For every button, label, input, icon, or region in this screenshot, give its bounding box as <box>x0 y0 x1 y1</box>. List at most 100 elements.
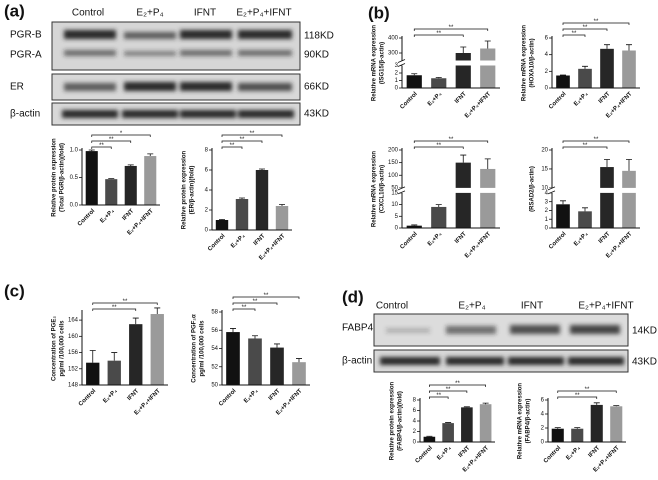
bar <box>129 324 143 385</box>
row-label: FABP4 <box>342 323 374 334</box>
y-tick-label: 3 <box>545 199 549 205</box>
bar <box>455 162 471 228</box>
y-axis-label: Relative mRNA expression <box>372 151 378 227</box>
bar <box>431 78 447 88</box>
significance-label: ** <box>594 137 599 143</box>
y-tick-label: 6 <box>541 398 545 404</box>
error-bar <box>613 405 620 407</box>
significance-bracket <box>429 396 449 399</box>
significance-bracket <box>562 34 586 37</box>
error-bar <box>274 343 280 348</box>
y-axis-label: Relative mRNA expression <box>372 25 378 101</box>
significance-bracket <box>232 302 278 305</box>
y-tick-label: 2 <box>395 71 399 77</box>
size-label: 118KD <box>304 31 334 42</box>
y-tick-label: 2 <box>545 69 549 75</box>
significance-bracket <box>413 28 489 31</box>
bar <box>600 167 614 228</box>
significance-label: ** <box>240 137 245 143</box>
significance-label: ** <box>230 143 235 149</box>
error-bar <box>560 200 566 205</box>
y-tick-label: 2 <box>545 208 549 214</box>
y-tick-label: 100 <box>388 173 399 179</box>
y-tick-label: 6 <box>545 36 549 42</box>
panel-label: (b) <box>368 3 390 22</box>
significance-bracket <box>232 308 256 311</box>
y-axis-label: (ISG15/β-actin) <box>380 42 386 84</box>
significance-label: ** <box>455 381 460 387</box>
significance-label: * <box>120 131 123 137</box>
significance-label: ** <box>123 299 128 305</box>
bar <box>85 151 98 205</box>
bar <box>226 332 240 385</box>
y-tick-label: 52 <box>211 364 218 370</box>
significance-label: ** <box>436 31 441 37</box>
y-tick-label: 58 <box>211 310 218 316</box>
significance-bracket <box>91 134 151 137</box>
significance-label: ** <box>436 143 441 149</box>
y-tick-label: 6 <box>205 168 209 174</box>
significance-bracket <box>557 390 617 393</box>
error-bar <box>132 317 139 325</box>
bar <box>105 179 118 205</box>
error-bar <box>484 158 491 169</box>
x-tick-label: E₂+P₄ <box>99 208 115 224</box>
significance-bracket <box>429 384 486 387</box>
y-tick-label: 2 <box>541 426 545 432</box>
y-axis-label: pg/ml /100,000 cells <box>60 320 66 377</box>
y-tick-label: 0.0 <box>70 203 79 209</box>
y-axis-label: Relative mRNA expression <box>522 25 528 101</box>
y-tick-label: 152 <box>68 366 79 372</box>
y-tick-label: 10 <box>541 185 548 191</box>
y-axis-label: (HOXA10/β-actin) <box>530 38 536 87</box>
error-bar <box>593 402 600 405</box>
bar <box>556 75 570 88</box>
significance-bracket <box>221 134 283 137</box>
panel-label: (c) <box>4 281 25 300</box>
x-tick-label: E₂+P₄ <box>243 388 259 404</box>
error-bar <box>411 73 418 76</box>
bar <box>551 428 564 442</box>
bar <box>578 68 592 88</box>
y-tick-label: 0 <box>395 86 399 92</box>
bar <box>622 50 636 88</box>
y-axis-label: pg/ml /100,000 cells <box>200 320 206 377</box>
y-axis-label: (FABP4/β-actin) <box>526 399 532 444</box>
bar <box>406 225 422 228</box>
y-tick-label: 6 <box>413 408 417 414</box>
significance-bracket <box>562 140 630 143</box>
y-tick-label: 0 <box>541 440 545 446</box>
bar <box>292 362 306 385</box>
error-bar <box>252 335 258 339</box>
lane-label: IFNT <box>521 301 543 312</box>
y-tick-label: 15 <box>541 167 548 173</box>
y-tick-label: 10 <box>391 202 398 208</box>
significance-bracket <box>221 140 263 143</box>
significance-bracket <box>562 146 608 149</box>
error-bar <box>460 154 467 163</box>
y-tick-label: 164 <box>68 318 79 324</box>
significance-bracket <box>221 146 243 149</box>
bar <box>480 168 496 228</box>
panel-label: (d) <box>342 287 364 306</box>
significance-bracket <box>91 140 132 143</box>
x-tick-label: IFNT <box>268 388 282 402</box>
y-tick-label: 8 <box>205 148 209 154</box>
y-axis-label: Relative protein expression <box>390 381 396 460</box>
error-bar <box>463 406 470 408</box>
size-label: 66KD <box>304 82 329 93</box>
significance-label: ** <box>109 137 114 143</box>
y-tick-label: 4 <box>545 52 549 58</box>
y-tick-label: 8 <box>413 398 417 404</box>
significance-bracket <box>413 146 464 149</box>
bar <box>571 428 584 442</box>
error-bar <box>411 224 418 226</box>
significance-label: ** <box>112 305 117 311</box>
x-tick-label: E₂+P₄ <box>573 231 589 247</box>
axis-break <box>398 187 502 193</box>
error-bar <box>108 178 115 180</box>
error-bar <box>626 44 632 51</box>
error-bar <box>435 77 442 79</box>
bar <box>215 220 229 230</box>
y-tick-label: 20 <box>541 148 548 154</box>
